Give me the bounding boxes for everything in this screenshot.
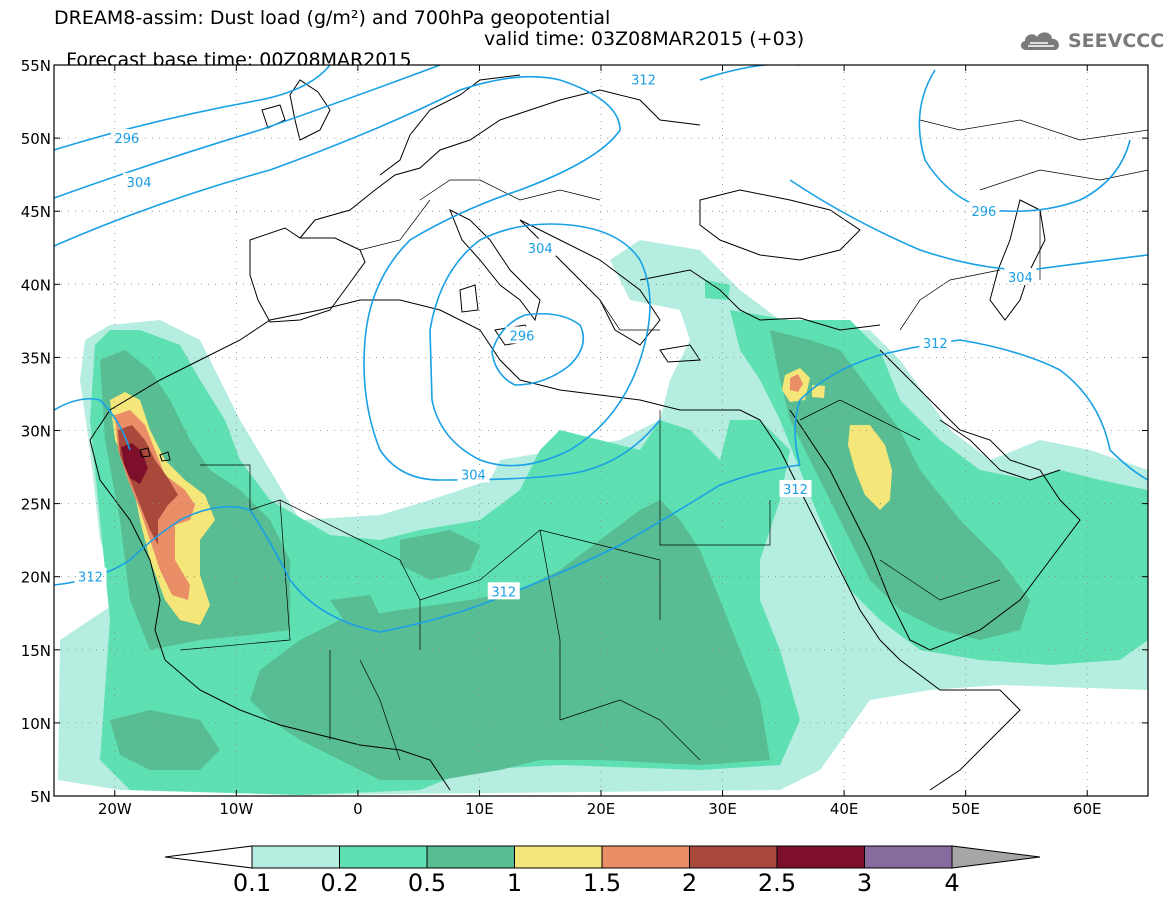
latitude-labels: 55N 50N 45N 40N 35N 30N 25N 20N 15N 10N 5N: [21, 57, 51, 806]
colorbar-label: 4: [944, 869, 960, 897]
contour-304-center: [429, 223, 651, 467]
country-borders: [179, 119, 1148, 761]
lon-label: 50E: [951, 800, 980, 818]
longitude-labels: 20W 10W 0 10E 20E 30E 40E 50E 60E: [98, 800, 1102, 818]
contour-label: 312: [923, 337, 948, 352]
contour-label-bg: [967, 202, 1000, 220]
lat-label: 55N: [21, 57, 51, 75]
lon-label: 0: [353, 800, 363, 818]
contour-296-center: [491, 312, 585, 386]
contour-label: 312: [631, 74, 656, 89]
cloud-icon: [1020, 32, 1059, 50]
contour-label: 296: [115, 132, 140, 147]
contour-label: 304: [461, 468, 486, 483]
colorbar-segment: [689, 845, 778, 869]
colorbar-label: 0.1: [232, 869, 272, 897]
lat-label: 35N: [21, 349, 51, 367]
colorbar-label: 1.5: [582, 869, 622, 897]
contour-label-bg: [1004, 267, 1037, 285]
contour-label-bg: [779, 479, 812, 497]
contour-label-bg: [74, 567, 107, 585]
contour-label: 296: [510, 329, 535, 344]
logo-text: SEEVCCC: [1068, 30, 1165, 52]
colorbar-label: 2.5: [757, 869, 797, 897]
seevccc-logo: SEEVCCC: [1018, 24, 1164, 58]
lat-label: 10N: [21, 715, 51, 733]
colorbar-segment: [776, 845, 865, 869]
axis-ticks: [54, 64, 1148, 797]
geopotential-contours: [54, 65, 1148, 633]
lat-label: 20N: [21, 569, 51, 587]
lat-label: 40N: [21, 276, 51, 294]
contour-label-bg: [123, 172, 156, 190]
contour-label: 312: [783, 483, 808, 498]
contour-312-east: [794, 339, 1148, 481]
contour-labels: 296 304 312 304 296 304 312 312 296 304 312 312: [74, 70, 1037, 600]
colorbar-high-arrow: [951, 845, 1041, 869]
contour-312-ne: [699, 65, 800, 81]
contour-312-west: [54, 75, 661, 481]
lon-label: 20E: [587, 800, 616, 818]
contour-304-east: [789, 179, 1148, 271]
contour-label: 304: [528, 242, 553, 257]
lon-label: 30E: [708, 800, 737, 818]
contour-label-bg: [505, 326, 538, 344]
contour-296-west: [54, 65, 331, 151]
colorbar-low-arrow: [164, 845, 253, 869]
lon-label: 40E: [830, 800, 859, 818]
lon-label: 20W: [98, 800, 132, 818]
contour-label: 312: [78, 571, 103, 586]
lat-label: 30N: [21, 423, 51, 441]
contour-label: 296: [971, 205, 996, 220]
lat-label: 15N: [21, 642, 51, 660]
plot-area: 296 304 312 304 296 304 312 312 296 304 312 312: [54, 65, 1148, 796]
colorbar-label: 3: [856, 869, 873, 897]
colorbar-label: 0.5: [407, 869, 447, 897]
contour-label: 312: [491, 585, 516, 600]
colorbar-label: 2: [681, 869, 698, 897]
contour-label-bg: [919, 333, 952, 351]
contour-label-bg: [457, 465, 490, 483]
colorbar-segment: [601, 845, 690, 869]
coastlines: [89, 74, 1081, 791]
contour-label: 304: [1008, 271, 1033, 286]
contour-304-west: [54, 65, 441, 199]
colorbar-segment: [426, 845, 515, 869]
lon-label: 60E: [1073, 800, 1102, 818]
colorbar: [164, 845, 1041, 869]
lat-label: 25N: [21, 496, 51, 514]
contour-label-bg: [524, 238, 557, 256]
contour-label: 304: [127, 176, 152, 191]
contour-label-bg: [487, 582, 520, 600]
colorbar-segment: [514, 845, 603, 869]
lon-label: 10W: [219, 800, 253, 818]
contour-label-bg: [627, 70, 660, 88]
colorbar-label: 0.2: [320, 869, 359, 897]
map-title: DREAM8-assim: Dust load (g/m²) and 700hP…: [54, 7, 611, 29]
colorbar-segment: [864, 845, 953, 869]
valid-time: valid time: 03Z08MAR2015 (+03): [484, 28, 805, 50]
colorbar-label: 1: [506, 869, 523, 897]
lat-lon-grid: [54, 65, 1148, 796]
colorbar-segment: [251, 845, 340, 869]
lat-label: 5N: [30, 788, 51, 806]
lon-label: 10E: [465, 800, 494, 818]
contour-312-atlantic: [54, 397, 131, 451]
contour-312-south: [54, 464, 801, 633]
lat-label: 45N: [21, 203, 51, 221]
lat-label: 50N: [21, 130, 51, 148]
colorbar-segment: [339, 845, 428, 869]
contour-label-bg: [110, 129, 143, 147]
